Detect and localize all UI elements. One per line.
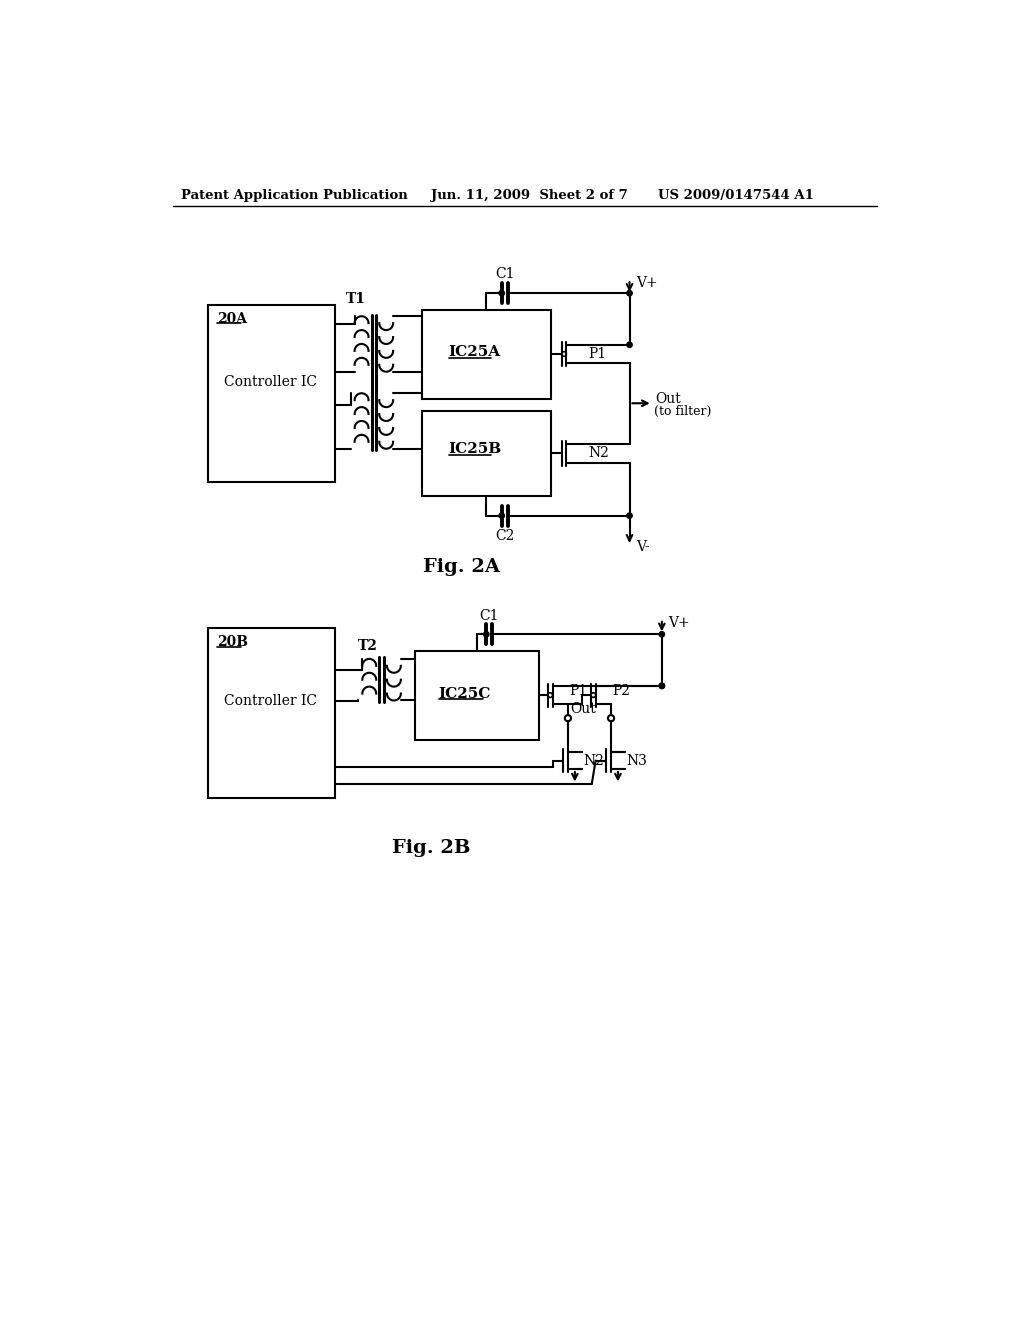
Text: IC25A: IC25A — [449, 346, 501, 359]
Bar — [422, 310, 551, 399]
Text: P2: P2 — [612, 684, 631, 698]
Text: V-: V- — [636, 540, 649, 554]
Circle shape — [659, 684, 665, 689]
Text: C1: C1 — [495, 267, 514, 281]
Text: IC25C: IC25C — [438, 686, 490, 701]
Circle shape — [627, 290, 632, 296]
Circle shape — [483, 631, 489, 638]
Text: Out: Out — [570, 702, 596, 715]
Bar — [208, 305, 335, 482]
Text: Jun. 11, 2009  Sheet 2 of 7: Jun. 11, 2009 Sheet 2 of 7 — [431, 189, 628, 202]
Text: N2: N2 — [588, 446, 609, 461]
Circle shape — [499, 513, 505, 519]
Circle shape — [627, 513, 632, 519]
Circle shape — [659, 631, 665, 638]
Circle shape — [659, 684, 665, 689]
Text: Controller IC: Controller IC — [224, 694, 317, 709]
Text: IC25B: IC25B — [449, 442, 502, 457]
Text: P1: P1 — [588, 347, 606, 360]
Text: V+: V+ — [668, 615, 689, 630]
Text: N2: N2 — [584, 754, 604, 767]
Bar — [208, 628, 335, 797]
Text: C1: C1 — [479, 609, 499, 623]
Text: 20A: 20A — [217, 312, 247, 326]
Text: T1: T1 — [346, 292, 367, 306]
Bar — [416, 651, 539, 739]
Text: (to filter): (to filter) — [654, 404, 712, 417]
Circle shape — [627, 342, 632, 347]
Circle shape — [499, 290, 505, 296]
Text: Controller IC: Controller IC — [224, 375, 317, 388]
Text: Patent Application Publication: Patent Application Publication — [180, 189, 408, 202]
Text: N3: N3 — [627, 754, 647, 767]
Text: Out: Out — [655, 392, 681, 407]
Text: T2: T2 — [357, 639, 378, 653]
Text: 20B: 20B — [217, 635, 248, 649]
Text: P1: P1 — [569, 684, 588, 698]
Text: V+: V+ — [636, 276, 657, 290]
Text: Fig. 2B: Fig. 2B — [391, 838, 470, 857]
Text: Fig. 2A: Fig. 2A — [423, 557, 500, 576]
Text: C2: C2 — [495, 529, 514, 543]
Bar — [422, 411, 551, 496]
Text: US 2009/0147544 A1: US 2009/0147544 A1 — [658, 189, 814, 202]
